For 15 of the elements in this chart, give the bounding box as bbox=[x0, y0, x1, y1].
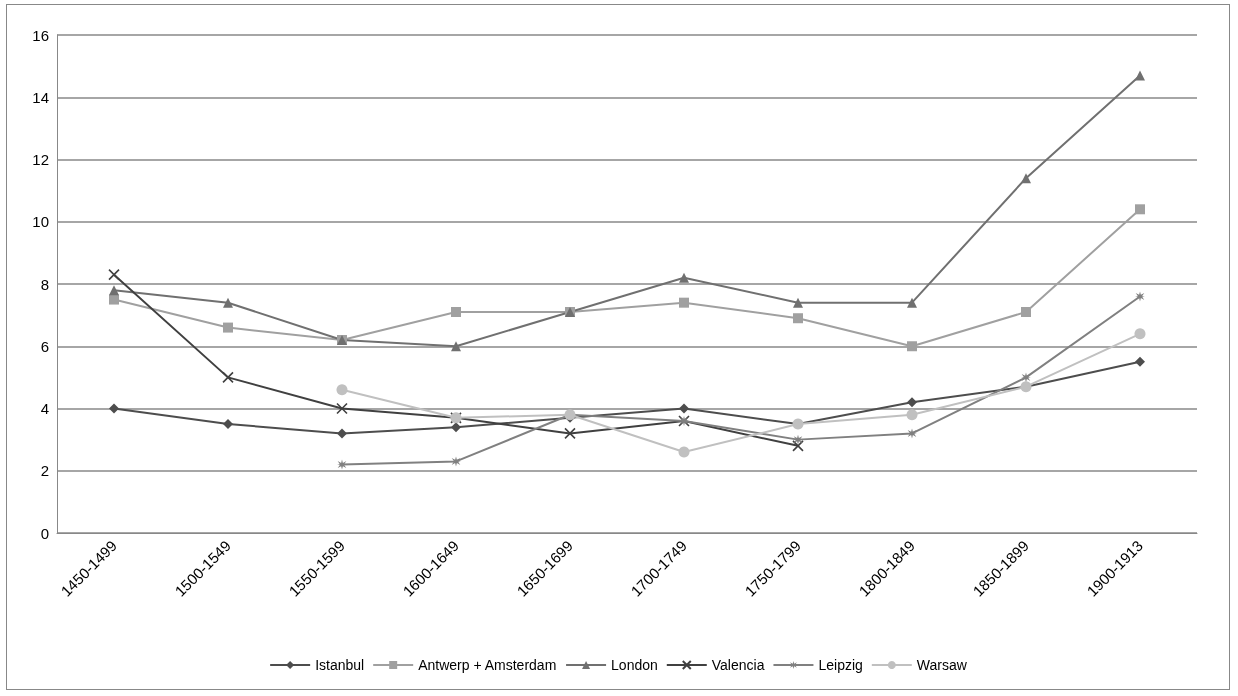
y-tick-label: 12 bbox=[32, 151, 49, 168]
y-tick-label: 2 bbox=[40, 462, 49, 480]
y-tick-label: 16 bbox=[32, 26, 49, 44]
y-tick-label: 0 bbox=[40, 524, 49, 542]
legend-label: Leipzig bbox=[818, 657, 863, 673]
legend-label: Antwerp + Amsterdam bbox=[418, 657, 557, 673]
legend-label: Valencia bbox=[711, 657, 765, 673]
y-tick-label: 8 bbox=[40, 275, 49, 293]
y-tick-label: 4 bbox=[40, 400, 49, 417]
legend-label: Istanbul bbox=[315, 657, 365, 673]
legend-label: Warsaw bbox=[916, 657, 968, 673]
y-tick-label: 6 bbox=[40, 337, 49, 355]
legend-label: London bbox=[611, 657, 658, 673]
y-tick-label: 14 bbox=[32, 88, 49, 106]
y-tick-label: 10 bbox=[32, 213, 49, 231]
